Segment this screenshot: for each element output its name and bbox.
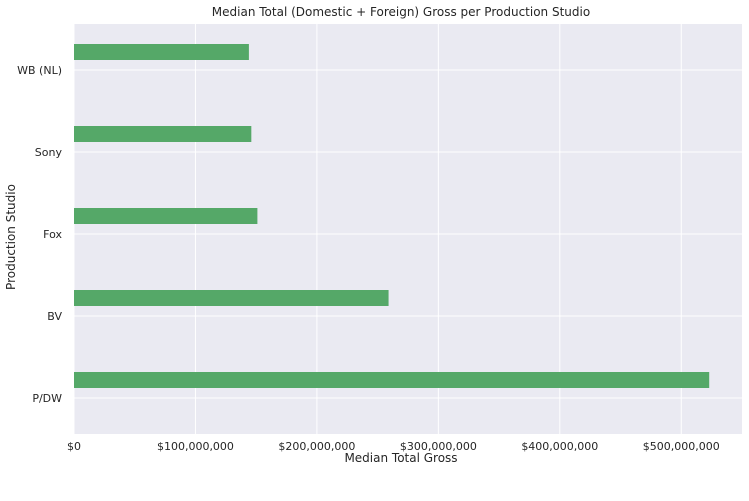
x-tick-label: $100,000,000 [157,440,234,453]
bar [74,372,710,388]
y-tick-label: Fox [43,228,62,241]
x-tick-label: $0 [67,440,81,453]
bar [74,126,252,142]
chart-title: Median Total (Domestic + Foreign) Gross … [212,5,590,19]
x-tick-label: $500,000,000 [643,440,720,453]
x-tick-label: $300,000,000 [400,440,477,453]
y-tick-label: BV [47,310,62,323]
y-tick-label: Sony [35,146,63,159]
bars [74,44,710,388]
tick-labels: $0 $100,000,000 $200,000,000 $300,000,000 $4… [17,64,720,453]
y-axis-label: Production Studio [4,184,18,290]
x-axis-label: Median Total Gross [344,451,457,465]
bar [74,208,258,224]
x-tick-label: $200,000,000 [278,440,355,453]
plot-background [74,24,742,434]
x-tick-label: $400,000,000 [521,440,598,453]
grid-lines [73,24,742,434]
y-tick-label: WB (NL) [17,64,62,77]
bar [74,290,389,306]
y-tick-label: P/DW [32,392,62,405]
bar [74,44,249,60]
